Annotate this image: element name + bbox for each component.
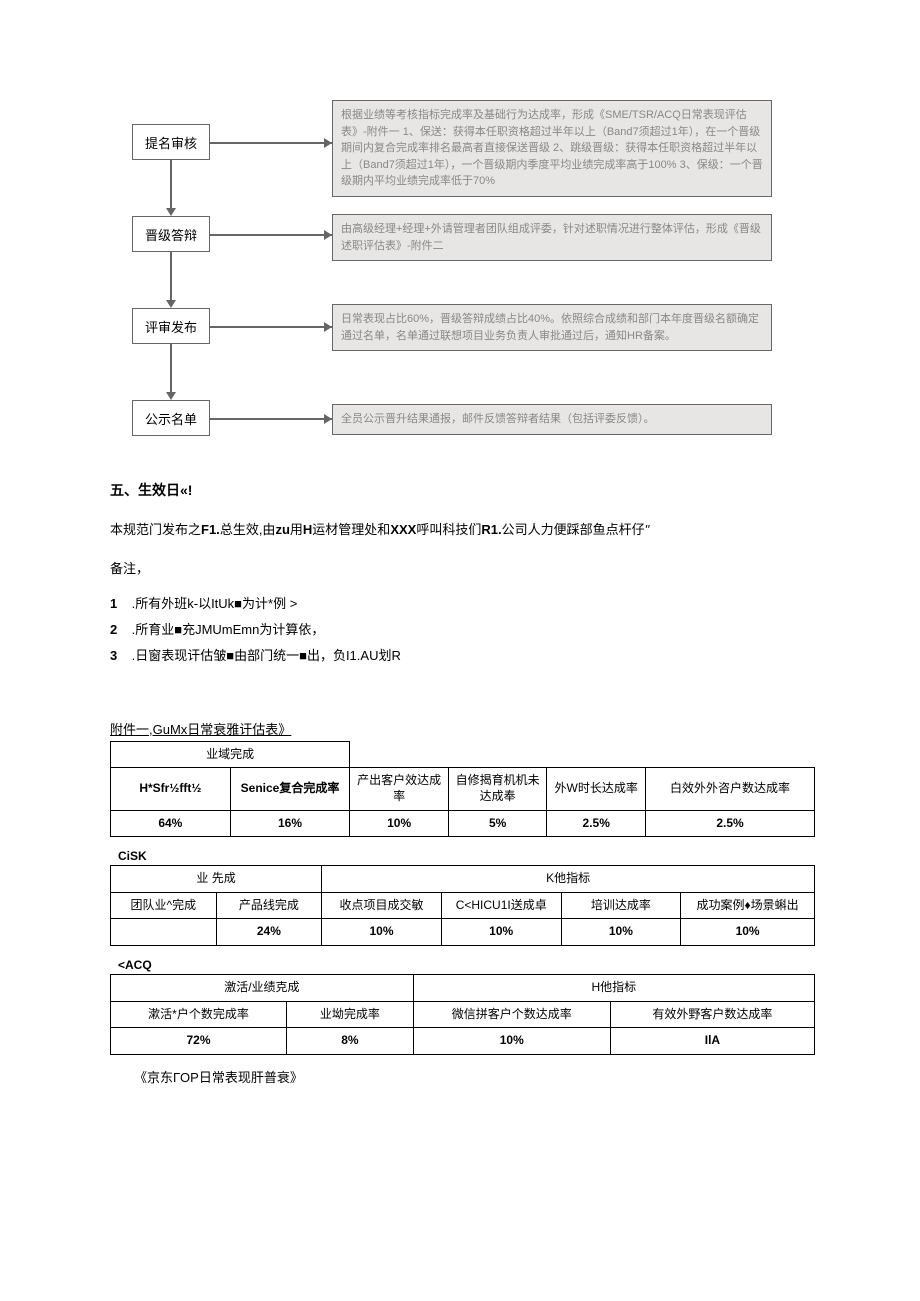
table-header: 产出客户效达成率 xyxy=(350,768,449,810)
notes-heading: 备注， xyxy=(110,557,810,580)
flow-connector xyxy=(210,142,332,144)
table-header: 成功案例♦场景蝌出 xyxy=(681,892,815,919)
table-header: 团队业^完成 xyxy=(111,892,217,919)
table-header: H*Sfr½fft½ xyxy=(111,768,231,810)
table-2: 业 先成 K他指标 团队业^完成 产品线完成 收点项目成交敏 C<HICU1I送… xyxy=(110,865,815,946)
flow-connector xyxy=(170,252,172,304)
table-cell: 64% xyxy=(111,810,231,837)
flow-desc-4: 全员公示晋升结果通报，邮件反馈答辩者结果（包括评委反馈）。 xyxy=(332,404,772,435)
table-cell xyxy=(111,919,217,946)
notes-list: 1 .所有外班k-以ItUk■为计*例 > 2 .所育业■充JMUmEmn为计算… xyxy=(110,591,810,669)
table-3: 激活/业绩克成 H他指标 漱活*户个数完成率 业坳完成率 微信拼客户个数达成率 … xyxy=(110,974,815,1055)
table-header: 业域完成 xyxy=(111,741,350,768)
table-header: K他指标 xyxy=(322,866,815,893)
table-header: 激活/业绩克成 xyxy=(111,974,414,1001)
table-header: H他指标 xyxy=(413,974,814,1001)
table-header: Senice复合完成率 xyxy=(230,768,350,810)
table-cell: 2.5% xyxy=(645,810,814,837)
table-cell: 10% xyxy=(322,919,442,946)
table-1: 业域完成 H*Sfr½fft½ Senice复合完成率 产出客户效达成率 自修揭… xyxy=(110,741,815,837)
table-cell: 5% xyxy=(448,810,547,837)
flow-node-3: 评审发布 xyxy=(132,308,210,344)
section-5-body: 本规范门发布之F1.总生效,由zu用H运材管理处和XXX呼叫科技们R1.公司人力… xyxy=(110,518,810,541)
table-header: 外W时长达成率 xyxy=(547,768,646,810)
arrow-right-icon xyxy=(324,230,332,240)
table-cell: 10% xyxy=(350,810,449,837)
table-header: 微信拼客户个数达成率 xyxy=(413,1001,610,1028)
flow-connector xyxy=(170,344,172,396)
arrow-down-icon xyxy=(166,392,176,400)
table-header: 自修揭育机机未达成奉 xyxy=(448,768,547,810)
table-header: 培训达成率 xyxy=(561,892,681,919)
flow-connector xyxy=(170,160,172,212)
table-cell: 10% xyxy=(441,919,561,946)
table-cell: 72% xyxy=(111,1028,287,1055)
flowchart: 提名审核 根据业绩等考核指标完成率及基础行为达成率，形成《SME/TSR/ACQ… xyxy=(110,100,810,450)
list-item: 1 .所有外班k-以ItUk■为计*例 > xyxy=(110,591,810,617)
arrow-down-icon xyxy=(166,208,176,216)
table-header: 业坳完成率 xyxy=(287,1001,414,1028)
flow-node-4: 公示名单 xyxy=(132,400,210,436)
table-header: 有效外野客户数达成率 xyxy=(610,1001,814,1028)
flow-desc-3: 日常表现占比60%，晋级答辩成绩占比40%。依照综合成绩和部门本年度晋级名额确定… xyxy=(332,304,772,351)
table-cell: 10% xyxy=(681,919,815,946)
table-cell: 24% xyxy=(216,919,322,946)
flow-desc-1: 根据业绩等考核指标完成率及基础行为达成率，形成《SME/TSR/ACQ日常表现评… xyxy=(332,100,772,197)
list-item: 3 .日窗表现讦估皱■由部门统一■出，负I1.AU划R xyxy=(110,643,810,669)
table-3-label: <ACQ xyxy=(118,958,810,972)
attachment-title: 附件一,GuMx日常衰雅讦估表》 xyxy=(110,719,810,738)
flow-desc-2: 由高级经理+经理+外请管理者团队组成评委，针对述职情况进行整体评估，形成《晋级述… xyxy=(332,214,772,261)
flow-node-2: 晋级答辩 xyxy=(132,216,210,252)
table-cell: 8% xyxy=(287,1028,414,1055)
footer-reference: 《京东ГOP日常表现肝普衰》 xyxy=(134,1067,810,1086)
table-header: 产品线完成 xyxy=(216,892,322,919)
table-cell: 2.5% xyxy=(547,810,646,837)
arrow-right-icon xyxy=(324,138,332,148)
table-header: C<HICU1I送成卓 xyxy=(441,892,561,919)
flow-connector xyxy=(210,234,332,236)
table-cell: 16% xyxy=(230,810,350,837)
table-header: 收点项目成交敏 xyxy=(322,892,442,919)
table-cell: IlA xyxy=(610,1028,814,1055)
arrow-right-icon xyxy=(324,322,332,332)
table-2-label: CiSK xyxy=(118,849,810,863)
flow-node-1: 提名审核 xyxy=(132,124,210,160)
table-header: 业 先成 xyxy=(111,866,322,893)
arrow-down-icon xyxy=(166,300,176,308)
arrow-right-icon xyxy=(324,414,332,424)
flow-connector xyxy=(210,418,332,420)
table-cell: 10% xyxy=(561,919,681,946)
table-cell: 10% xyxy=(413,1028,610,1055)
flow-connector xyxy=(210,326,332,328)
list-item: 2 .所育业■充JMUmEmn为计算依， xyxy=(110,617,810,643)
table-header: 白效外外咨户数达成率 xyxy=(645,768,814,810)
section-5-heading: 五、生效日«! xyxy=(110,480,810,500)
table-header: 漱活*户个数完成率 xyxy=(111,1001,287,1028)
